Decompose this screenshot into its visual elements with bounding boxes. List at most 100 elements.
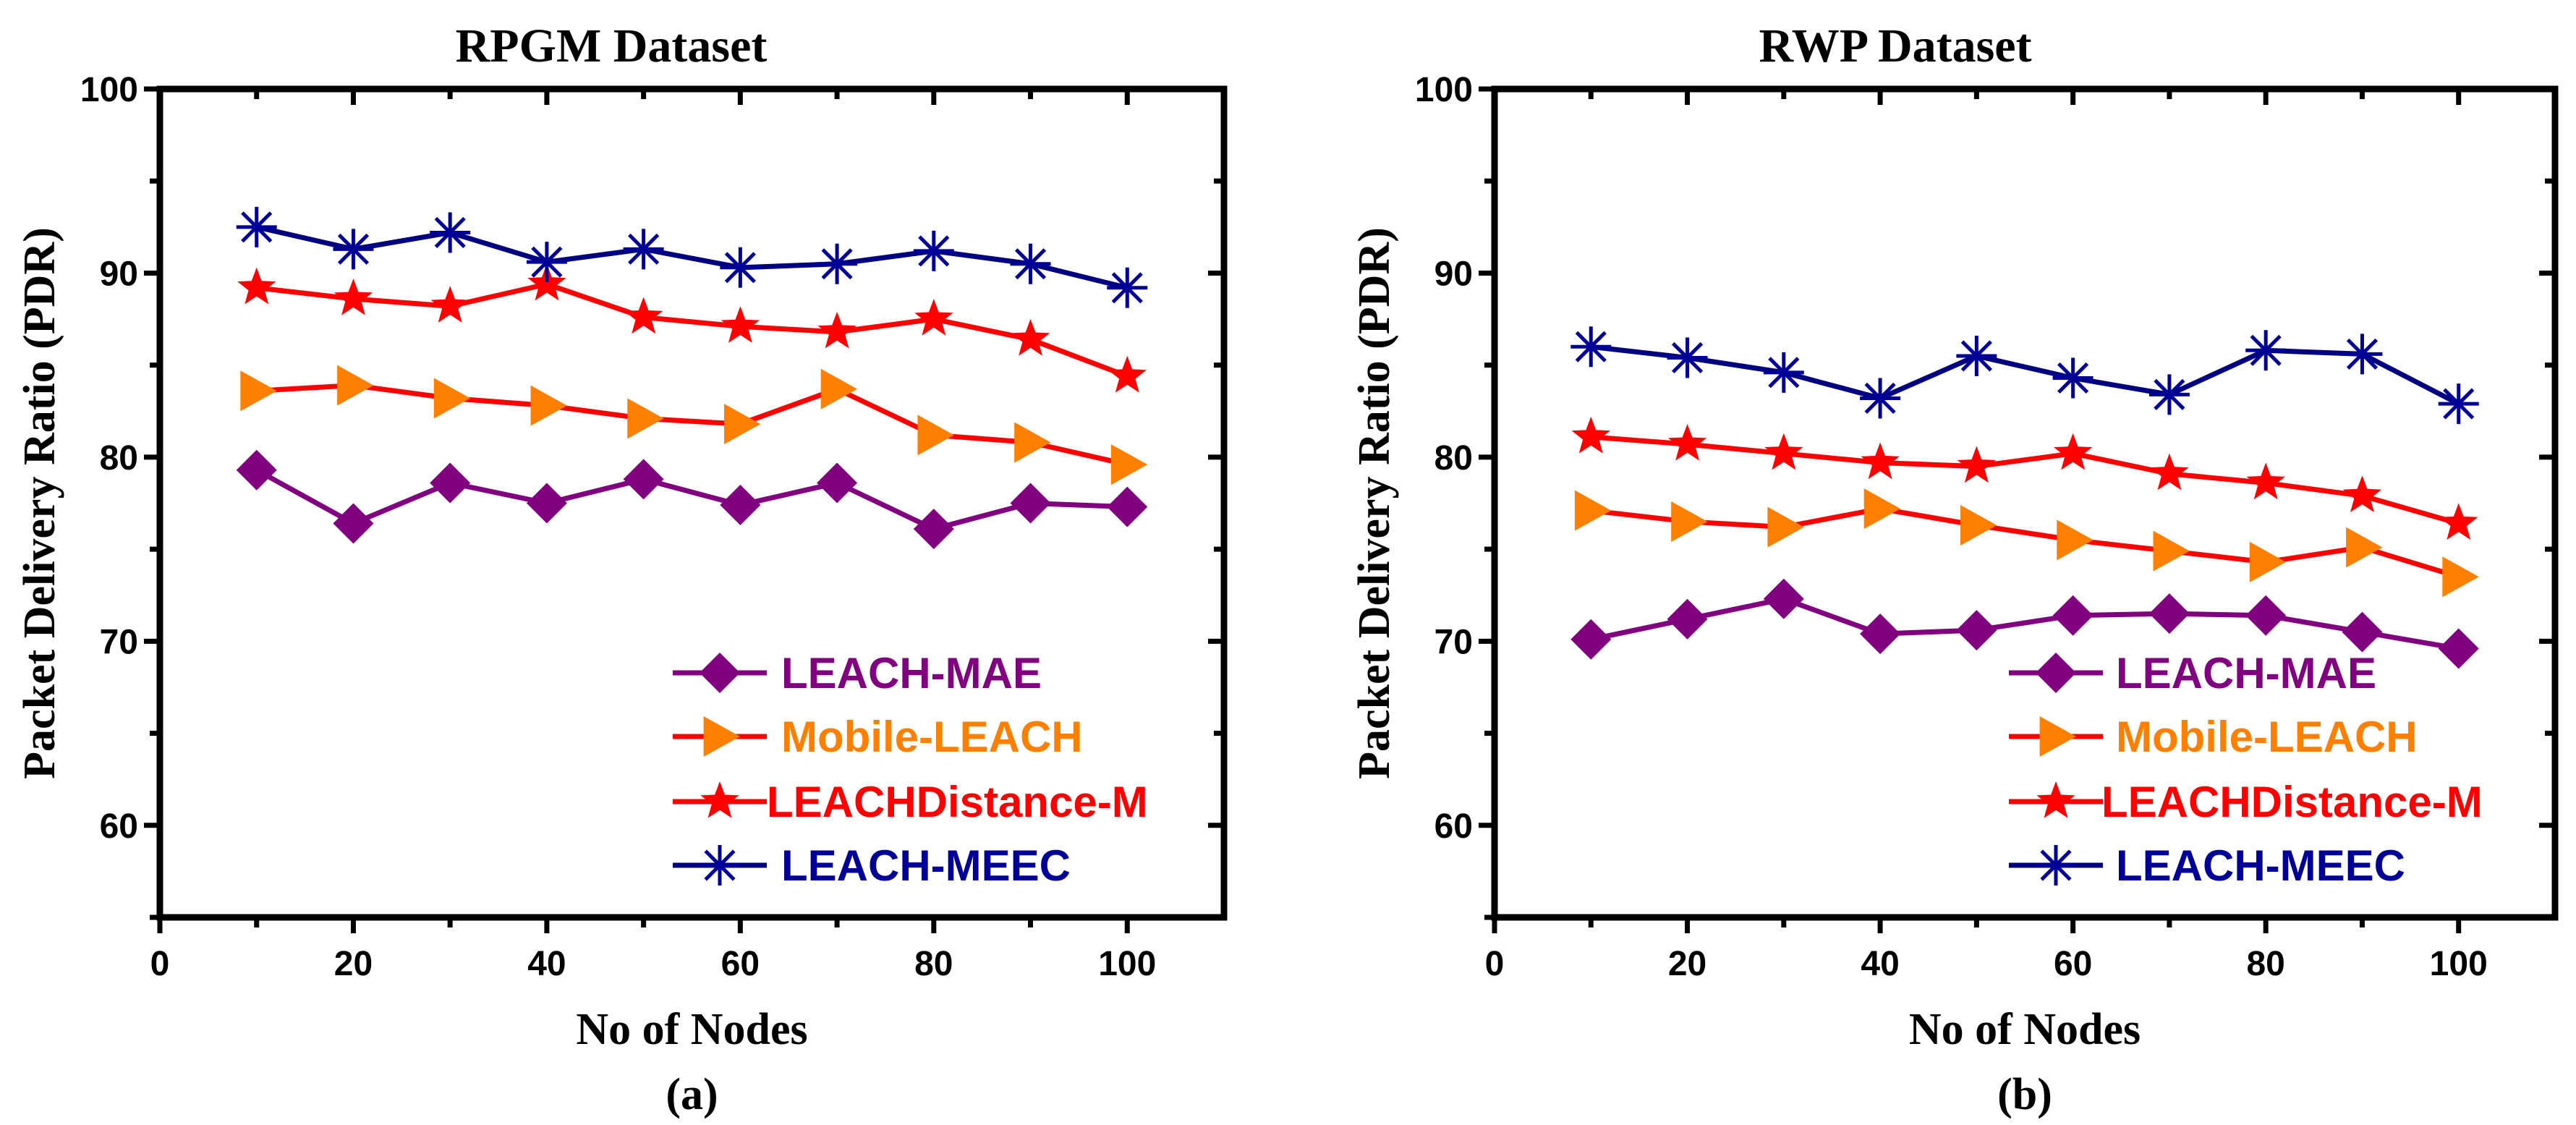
marker-asterisk-arm [724, 252, 756, 284]
chart-title: RPGM Dataset [456, 20, 768, 72]
marker-diamond [2245, 595, 2287, 636]
marker-triangle [433, 378, 471, 419]
marker-asterisk-arm [337, 233, 370, 265]
chart-b-svg: RWP Dataset 0 20 40 60 80 100 60 70 80 90 100 No of … [1350, 20, 2559, 1119]
marker-triangle [1863, 488, 1901, 530]
marker-asterisk [1763, 352, 1804, 393]
series-leach-mae [236, 449, 1148, 550]
legend-item: LEACH-MEEC [2009, 841, 2405, 890]
marker-asterisk [720, 247, 761, 288]
marker-asterisk-arm [434, 216, 466, 249]
marker-asterisk [1667, 337, 1708, 378]
marker-asterisk [2148, 374, 2190, 415]
marker-asterisk-arm [2346, 338, 2379, 370]
y-tick-label: 60 [1434, 807, 1473, 846]
x-tick-label: 100 [1098, 945, 1156, 983]
series-line [256, 281, 1128, 379]
series-line [255, 467, 1128, 532]
x-axis-label: No of Nodes [1909, 1005, 2141, 1054]
x-tick-label: 0 [1485, 945, 1505, 983]
legend-item: LEACH-MEEC [673, 841, 1071, 890]
y-tick-label: 70 [1434, 623, 1473, 661]
marker-asterisk-arm [531, 246, 563, 278]
marker-diamond [1860, 614, 1901, 655]
marker-triangle [530, 385, 567, 426]
marker-asterisk [2245, 330, 2287, 371]
marker-star [624, 297, 663, 334]
marker-triangle [337, 365, 374, 406]
chart-panel-a: RPGM Dataset 0 20 40 60 80 100 60 70 80 90 100 No of… [0, 0, 1288, 1121]
legend-item: LEACH-MAE [2009, 649, 2376, 697]
marker-star [333, 279, 373, 315]
marker-asterisk [333, 229, 374, 270]
marker-asterisk-arm [1671, 341, 1704, 374]
x-tick-label: 20 [1668, 945, 1706, 983]
marker-diamond [817, 462, 858, 504]
series-line [1590, 344, 2460, 407]
marker-asterisk [817, 243, 858, 284]
marker-star [1011, 319, 1050, 356]
y-tick-label: 80 [1434, 439, 1473, 477]
x-tick-label: 60 [2054, 945, 2092, 983]
legend-label: LEACH-MAE [781, 649, 1042, 697]
marker-triangle [703, 716, 740, 757]
marker-star [1667, 424, 1707, 461]
series-mobile-leach [240, 365, 1148, 485]
marker-asterisk-arm [2040, 849, 2072, 881]
marker-asterisk-arm [1960, 340, 1992, 372]
marker-asterisk [2052, 357, 2093, 399]
marker-star [2246, 462, 2285, 500]
marker-asterisk [430, 212, 471, 253]
marker-triangle [2249, 541, 2287, 582]
marker-diamond [623, 459, 664, 500]
marker-diamond [913, 509, 954, 550]
legend-label: LEACHDistance-M [2101, 778, 2483, 826]
x-tick-label: 80 [2246, 945, 2284, 983]
marker-asterisk [700, 845, 740, 886]
marker-diamond [2148, 593, 2190, 634]
legend-label: LEACHDistance-M [767, 778, 1148, 826]
x-tick-label: 100 [2430, 945, 2488, 983]
y-axis-label: Packet Delivery Ratio (PDR) [15, 227, 64, 779]
marker-diamond [430, 462, 471, 504]
chart-a-svg: RPGM Dataset 0 20 40 60 80 100 60 70 80 90 100 No of… [15, 20, 1228, 1119]
marker-diamond [2036, 653, 2076, 693]
chart-panel-b: RWP Dataset 0 20 40 60 80 100 60 70 80 90 100 No of … [1288, 0, 2575, 1121]
marker-diamond [1107, 486, 1148, 527]
marker-diamond [1667, 598, 1708, 640]
x-tick-label: 0 [150, 945, 170, 983]
series-line [255, 224, 1128, 291]
marker-triangle [627, 398, 664, 439]
chart-title: RWP Dataset [1759, 20, 2031, 72]
marker-asterisk [1010, 243, 1051, 284]
plot-frame [1491, 85, 2559, 921]
marker-diamond [2342, 611, 2383, 653]
marker-diamond [236, 449, 277, 491]
plot-frame [156, 85, 1228, 921]
marker-asterisk [913, 230, 954, 271]
legend-item: LEACHDistance-M [673, 778, 1148, 826]
x-tick-label: 40 [527, 945, 566, 983]
marker-star [2150, 453, 2189, 491]
marker-triangle [1110, 444, 1148, 485]
marker-star [700, 781, 739, 818]
marker-star [2342, 475, 2382, 512]
marker-asterisk [1860, 378, 1901, 419]
marker-asterisk-arm [628, 233, 660, 265]
y-tick-label: 70 [100, 623, 138, 661]
marker-asterisk-arm [821, 248, 853, 280]
marker-diamond [333, 503, 374, 544]
marker-triangle [2346, 527, 2383, 568]
legend-item: Mobile-LEACH [2009, 713, 2418, 761]
legend-item: LEACHDistance-M [2009, 778, 2483, 826]
marker-asterisk [1956, 335, 1997, 376]
marker-asterisk [526, 242, 567, 283]
x-axis-label: No of Nodes [576, 1005, 807, 1054]
y-tick-label: 100 [80, 71, 138, 109]
legend-label: LEACH-MEEC [2116, 841, 2405, 890]
marker-triangle [917, 415, 954, 456]
marker-star [817, 311, 856, 349]
marker-triangle [2153, 530, 2190, 572]
y-tick-label: 100 [1415, 71, 1473, 109]
marker-diamond [700, 653, 740, 693]
